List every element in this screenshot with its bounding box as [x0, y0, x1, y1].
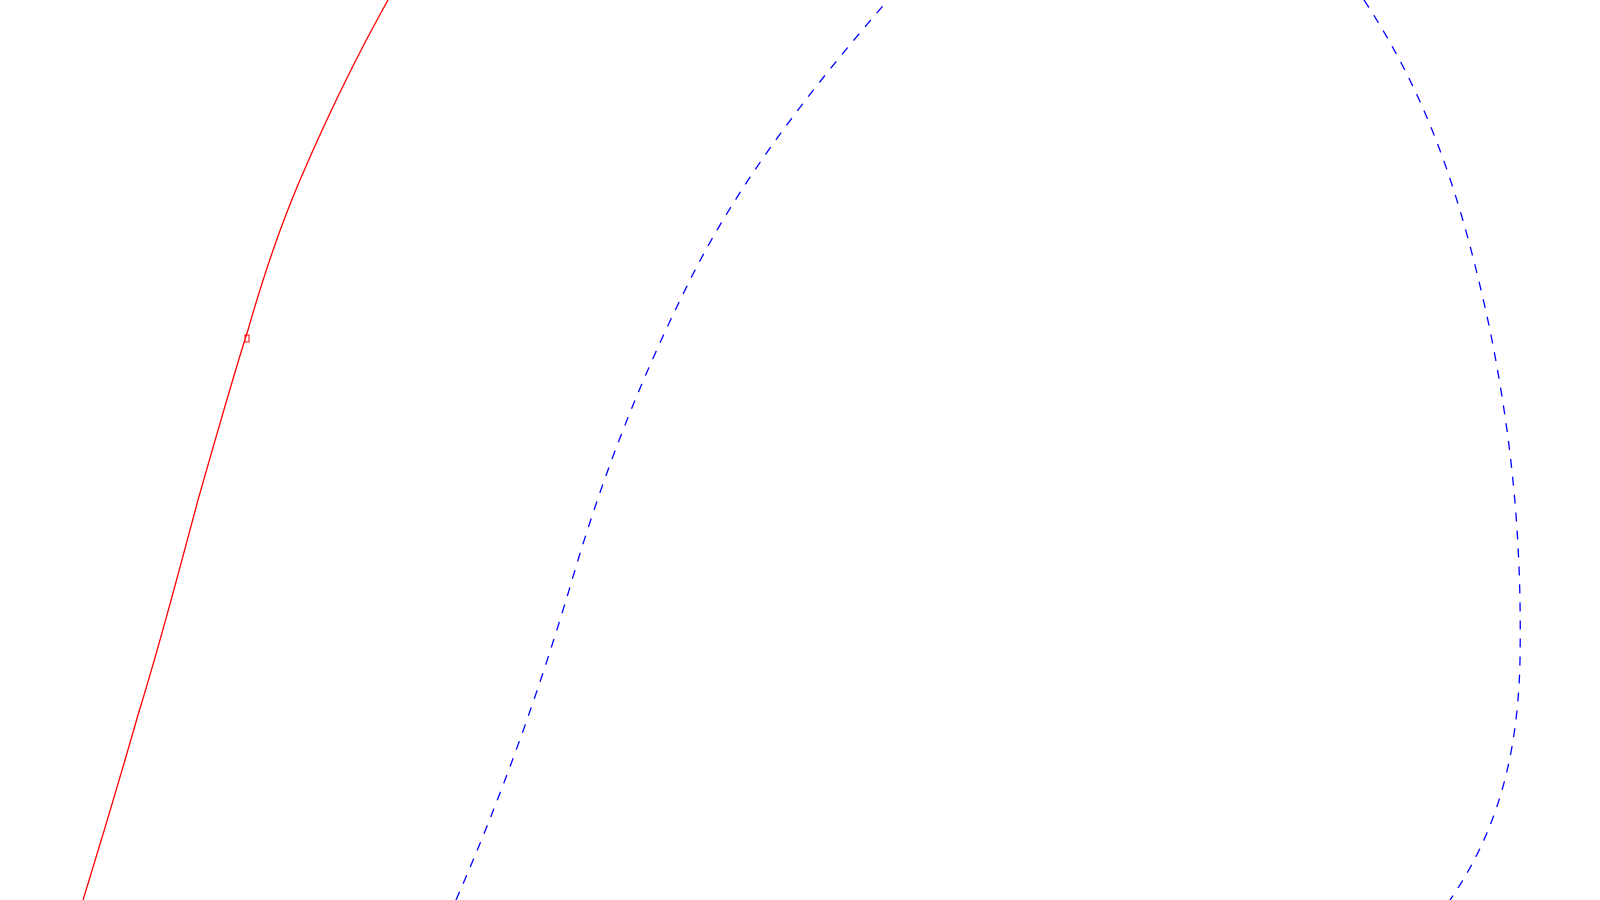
red-solid-curve [82, 0, 389, 900]
red-curve-marker [244, 334, 250, 343]
blue-dashed-curve [455, 0, 1521, 900]
